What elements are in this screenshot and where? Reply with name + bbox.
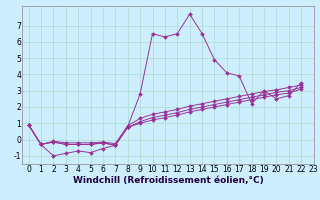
X-axis label: Windchill (Refroidissement éolien,°C): Windchill (Refroidissement éolien,°C) [73, 176, 263, 185]
